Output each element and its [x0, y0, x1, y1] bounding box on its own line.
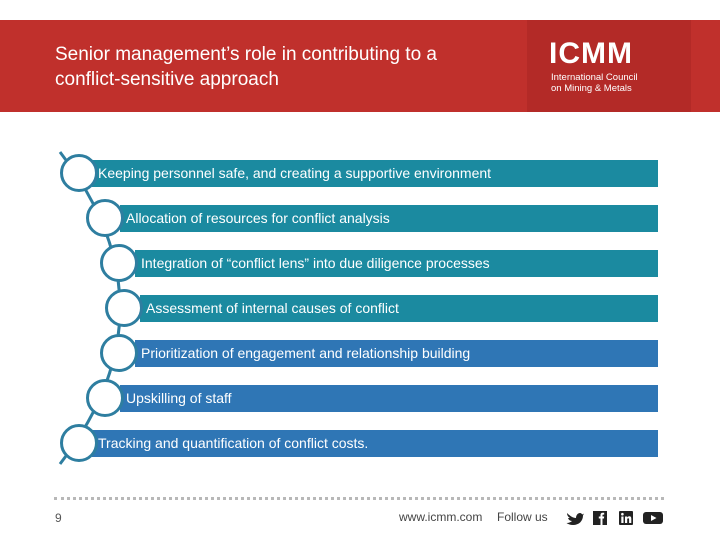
list-item-3-label: Integration of “conflict lens” into due … — [141, 255, 490, 271]
facebook-icon[interactable] — [593, 510, 607, 526]
list-item-5-label: Prioritization of engagement and relatio… — [141, 345, 471, 361]
list-item-6-bar: Upskilling of staff — [120, 385, 658, 412]
list-item-6-marker — [86, 379, 124, 417]
list-item-7-label: Tracking and quantification of conflict … — [98, 435, 369, 451]
page-number: 9 — [55, 511, 62, 525]
list-item-4-bar: Assessment of internal causes of conflic… — [140, 295, 658, 322]
list-item-3-bar: Integration of “conflict lens” into due … — [135, 250, 658, 277]
list-item-5-marker — [100, 334, 138, 372]
list-item-6-label: Upskilling of staff — [126, 390, 232, 406]
list-item-2-bar: Allocation of resources for conflict ana… — [120, 205, 658, 232]
twitter-icon[interactable] — [566, 510, 584, 526]
list-item-1-marker — [60, 154, 98, 192]
list-item-1-bar: Keeping personnel safe, and creating a s… — [92, 160, 658, 187]
youtube-icon[interactable] — [643, 510, 663, 526]
list-item-4-marker — [105, 289, 143, 327]
logo-subtitle-line1: International Council — [551, 72, 638, 83]
logo-wordmark: ICMM — [549, 37, 633, 70]
list-item-1-label: Keeping personnel safe, and creating a s… — [98, 165, 492, 181]
linkedin-icon[interactable] — [619, 510, 633, 526]
website-link[interactable]: www.icmm.com — [399, 510, 483, 524]
footer-divider — [54, 497, 664, 500]
list-item-7-bar: Tracking and quantification of conflict … — [92, 430, 658, 457]
header-banner: Senior management’s role in contributing… — [0, 20, 720, 112]
list-item-2-marker — [86, 199, 124, 237]
list-item-3-marker — [100, 244, 138, 282]
list-item-2-label: Allocation of resources for conflict ana… — [126, 210, 390, 226]
list-item-5-bar: Prioritization of engagement and relatio… — [135, 340, 658, 367]
follow-us-label: Follow us — [497, 510, 548, 524]
logo-subtitle-line2: on Mining & Metals — [551, 83, 632, 94]
icmm-logo[interactable]: ICMM International Council on Mining & M… — [527, 20, 691, 112]
list-item-4-label: Assessment of internal causes of conflic… — [146, 300, 399, 316]
list-item-7-marker — [60, 424, 98, 462]
page-title: Senior management’s role in contributing… — [55, 44, 437, 90]
